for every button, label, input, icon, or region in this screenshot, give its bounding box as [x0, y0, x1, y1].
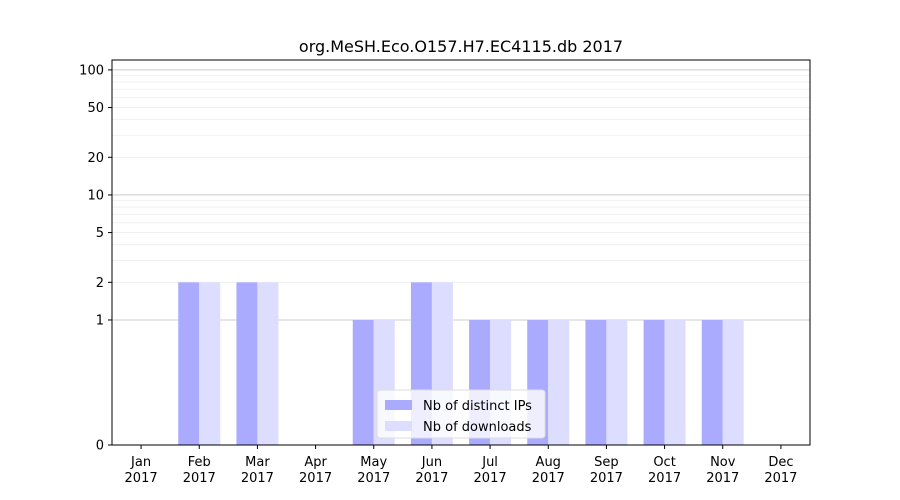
bar-downloads	[722, 319, 744, 445]
bar-downloads	[199, 282, 221, 445]
x-tick-label-month: Feb	[188, 455, 211, 470]
bar-distinct-ips	[178, 282, 200, 445]
bar-distinct-ips	[352, 319, 374, 445]
y-tick-label: 0	[96, 439, 104, 454]
x-tick-label-month: Aug	[536, 455, 561, 470]
x-tick-label-year: 2017	[415, 471, 448, 486]
plot-frame	[111, 59, 811, 446]
y-tick-label: 1	[96, 313, 104, 328]
legend-label: Nb of distinct IPs	[423, 399, 532, 414]
x-tick-label-year: 2017	[764, 471, 797, 486]
x-tick-label-month: Dec	[768, 455, 793, 470]
legend-swatch	[385, 400, 412, 410]
x-tick-label-month: Oct	[653, 455, 675, 470]
x-axis: Jan2017Feb2017Mar2017Apr2017May2017Jun20…	[125, 445, 797, 486]
x-tick-label-month: Nov	[710, 455, 736, 470]
x-tick-label-month: May	[360, 455, 387, 470]
y-tick-label: 10	[87, 188, 104, 203]
legend-label: Nb of downloads	[423, 420, 532, 435]
bar-downloads	[606, 319, 628, 445]
x-tick-label-month: Jan	[130, 455, 151, 470]
bar-distinct-ips	[236, 282, 258, 445]
x-tick-label-year: 2017	[590, 471, 623, 486]
x-tick-label-month: Sep	[594, 455, 619, 470]
bar-distinct-ips	[585, 319, 607, 445]
x-tick-label-year: 2017	[474, 471, 507, 486]
grid-layer	[112, 69, 810, 321]
y-tick-label: 100	[79, 63, 104, 78]
x-tick-label-year: 2017	[357, 471, 390, 486]
x-tick-label-year: 2017	[299, 471, 332, 486]
x-tick-label-year: 2017	[183, 471, 216, 486]
y-tick-label: 20	[87, 151, 104, 166]
x-tick-label-year: 2017	[648, 471, 681, 486]
x-tick-label-month: Jun	[421, 455, 442, 470]
chart-title: org.MeSH.Eco.O157.H7.EC4115.db 2017	[299, 37, 623, 56]
bar-downloads	[548, 319, 570, 445]
y-tick-label: 2	[96, 276, 104, 291]
y-axis: 0 1 2 5 10 20 50 100	[79, 63, 112, 454]
legend: Nb of distinct IPs Nb of downloads	[376, 389, 546, 439]
x-tick-label-year: 2017	[532, 471, 565, 486]
bar-downloads	[664, 319, 686, 445]
x-tick-label-month: Mar	[245, 455, 270, 470]
x-tick-label-year: 2017	[241, 471, 274, 486]
bar-downloads	[257, 282, 279, 445]
x-tick-label-month: Apr	[304, 455, 327, 470]
x-tick-label-year: 2017	[706, 471, 739, 486]
bar-distinct-ips	[701, 319, 723, 445]
legend-swatch	[385, 421, 412, 431]
bar-distinct-ips	[643, 319, 665, 445]
y-tick-label: 50	[87, 101, 104, 116]
legend-box	[376, 389, 546, 439]
x-tick-label-month: Jul	[481, 455, 498, 470]
y-tick-label: 5	[96, 226, 104, 241]
x-tick-label-year: 2017	[125, 471, 158, 486]
